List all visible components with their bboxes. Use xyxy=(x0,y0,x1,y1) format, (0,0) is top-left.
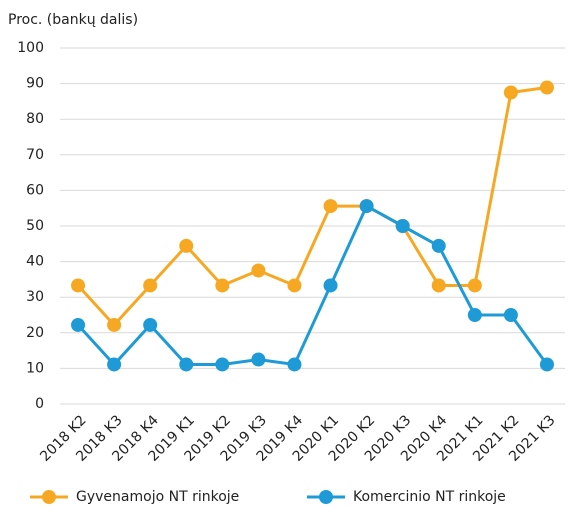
legend-label: Gyvenamojo NT rinkoje xyxy=(76,489,239,505)
y-tick-label: 90 xyxy=(26,76,44,92)
point xyxy=(215,357,230,372)
point xyxy=(251,352,266,367)
point xyxy=(251,263,266,278)
y-tick-label: 70 xyxy=(26,147,44,163)
point xyxy=(539,357,554,372)
y-axis-label: Proc. (bankų dalis) xyxy=(8,12,138,28)
legend-marker xyxy=(42,490,56,504)
y-tick-label: 80 xyxy=(26,111,44,127)
point xyxy=(503,85,518,100)
point xyxy=(143,278,158,293)
point xyxy=(287,357,302,372)
point xyxy=(287,278,302,293)
point xyxy=(467,308,482,322)
legend-label: Komercinio NT rinkoje xyxy=(353,489,506,505)
point xyxy=(71,278,86,293)
y-tick-label: 100 xyxy=(17,40,44,56)
point xyxy=(467,278,482,293)
point xyxy=(503,308,518,322)
point xyxy=(107,317,122,332)
y-tick-label: 30 xyxy=(26,289,44,305)
point xyxy=(179,357,194,372)
point xyxy=(143,317,158,332)
point xyxy=(107,357,122,372)
point xyxy=(323,278,338,293)
point xyxy=(431,238,446,253)
point xyxy=(179,238,194,253)
point xyxy=(395,219,410,233)
y-tick-label: 50 xyxy=(26,218,44,234)
y-tick-label: 40 xyxy=(26,254,44,270)
point xyxy=(539,80,554,95)
y-tick-label: 60 xyxy=(26,182,44,198)
point xyxy=(359,199,374,214)
legend-marker xyxy=(319,490,333,504)
point xyxy=(431,278,446,293)
point xyxy=(323,199,338,214)
point xyxy=(71,317,86,332)
y-tick-label: 20 xyxy=(26,325,44,341)
point xyxy=(215,278,230,293)
y-tick-label: 0 xyxy=(35,396,44,412)
y-tick-label: 10 xyxy=(26,360,44,376)
series-line xyxy=(76,203,549,367)
